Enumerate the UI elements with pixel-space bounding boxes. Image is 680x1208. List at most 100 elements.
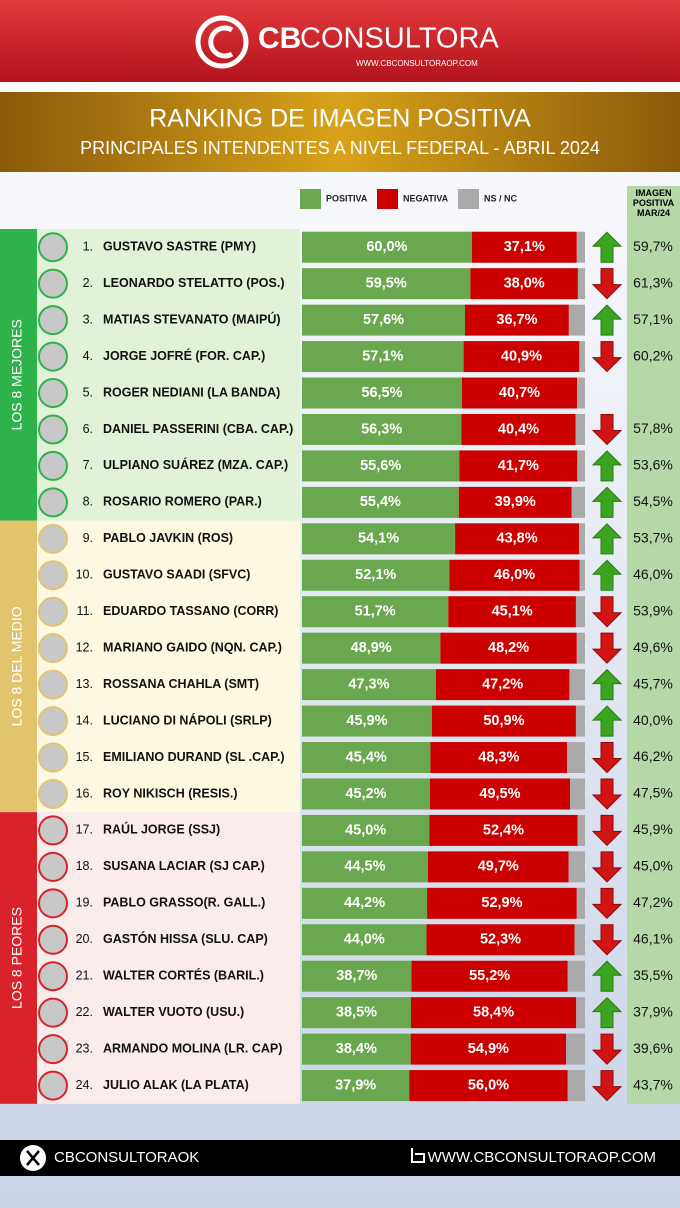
bar-segment [302,742,431,774]
bar-segment [302,450,460,482]
previous-value: 45,0% [633,858,673,874]
avatar [38,596,68,627]
name: LEONARDO STELATTO (POS.) [103,276,284,290]
previous-value: 60,2% [633,347,673,363]
previous-value: 46,1% [633,930,673,946]
hand-icon [411,1148,425,1163]
bar-segment [579,341,585,373]
value-label: 37,9% [335,1077,376,1093]
value-label: 48,2% [488,640,529,656]
bar-segment [577,450,585,482]
rank: 9. [83,531,93,545]
rank: 8. [83,495,93,509]
bar-segment [570,778,585,810]
bar-segment [574,924,585,956]
bar-segment [579,523,585,555]
previous-value: 57,8% [633,420,673,436]
name: EDUARDO TASSANO (CORR) [103,604,278,618]
trend-arrow-down [591,887,623,920]
header-url: WWW.CBCONSULTORAOP.COM [356,59,478,68]
value-label: 44,0% [344,932,385,948]
previous-value: 39,6% [633,1040,673,1056]
bar-segment [302,341,464,373]
bar-segment [577,377,585,409]
bar-segment [429,778,571,810]
rank: 22. [76,1005,93,1019]
rank: 10. [76,568,93,582]
avatar [38,742,68,773]
trend-arrow-up [591,304,623,336]
bar-segment [302,887,428,919]
name: ARMANDO MOLINA (LR. CAP) [103,1041,282,1055]
name: GUSTAVO SASTRE (PMY) [103,240,256,254]
previous-value: 59,7% [633,238,673,254]
value-label: 56,0% [468,1077,509,1093]
rank: 16. [76,786,93,800]
rank: 18. [76,859,93,873]
value-label: 39,9% [495,494,536,510]
bar-segment [302,486,459,518]
group-band [0,812,37,1104]
previous-value: 49,6% [633,639,673,655]
avatar [38,305,68,336]
bar-segment [302,523,456,555]
value-label: 50,9% [483,713,524,729]
value-label: 56,3% [361,421,402,437]
previous-column [627,186,680,1104]
trend-arrow-down [591,778,623,810]
bar-segment [430,742,568,774]
footer-url: WWW.CBCONSULTORAOP.COM [428,1149,656,1166]
avatar [38,888,68,919]
avatar [38,633,68,664]
trend-arrow-up [591,705,623,737]
avatar [38,851,68,882]
bar-segment [411,960,568,992]
group-tint [37,229,300,521]
bar-segment [461,413,576,445]
bar-segment [577,814,585,846]
trend-arrow-up [591,559,623,591]
avatar [38,268,68,299]
rank: 17. [76,823,93,837]
rank: 6. [83,422,93,436]
trend-arrow-up [591,996,623,1029]
value-label: 45,4% [346,749,387,765]
avatar [38,706,68,737]
bar-segment [302,960,412,992]
bar-segment [302,778,430,810]
bar-segment [575,596,585,628]
value-label: 40,9% [501,348,542,364]
trend-arrow-up [591,231,623,263]
bar-segment [302,268,471,300]
value-label: 45,1% [492,604,533,620]
bar-segment [410,997,577,1029]
brand-bold: CB [258,22,301,55]
value-label: 46,0% [494,567,535,583]
trend-arrow-down [591,924,623,956]
value-label: 44,2% [344,895,385,911]
name: ROGER NEDIANI (LA BANDA) [103,385,280,399]
bar-segment [302,596,449,628]
bar-segment [455,523,580,555]
trend-arrow-up [591,668,623,701]
name: RAÚL JORGE (SSJ) [103,822,220,837]
name: WALTER VUOTO (USU.) [103,1005,244,1019]
value-label: 49,7% [478,859,519,875]
avatar [38,815,68,846]
avatar [38,1070,68,1101]
bar-segment [427,851,569,883]
avatar [38,450,68,481]
bar-segment [471,231,577,263]
bar-segment [431,705,576,737]
trend-arrow-down [591,413,623,446]
bar-segment [429,814,578,846]
value-label: 44,5% [344,859,385,875]
bar-segment [302,377,462,409]
bar-segment [459,450,578,482]
avatar [38,560,68,591]
previous-title-box: IMAGEN POSITIVA MAR/24 [633,188,674,218]
rank: 15. [76,750,93,764]
bar-segment [576,887,585,919]
name: GASTÓN HISSA (SLU. CAP) [103,931,268,946]
